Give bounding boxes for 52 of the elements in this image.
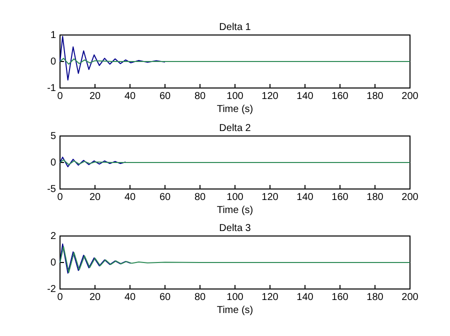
x-tick-label: 160: [332, 192, 349, 204]
x-tick-label: 40: [124, 192, 136, 204]
chart-title: Delta 2: [219, 123, 252, 134]
y-tick-label: 0: [50, 158, 56, 169]
x-axis-title: Time (s): [216, 205, 254, 216]
x-tick-label: 60: [159, 292, 171, 304]
x-tick-label: 0: [57, 192, 64, 204]
x-tick-label: 180: [366, 192, 384, 204]
x-tick-label: 140: [296, 292, 314, 304]
x-tick-label: 140: [296, 192, 314, 204]
x-axis-title: Time (s): [216, 305, 254, 316]
x-tick-label: 20: [89, 292, 101, 304]
chart-title: Delta 3: [219, 223, 252, 234]
y-tick-label: 2: [50, 231, 56, 242]
line-series: [60, 246, 410, 273]
x-tick-label: 0: [57, 91, 64, 102]
x-tick-label: 80: [194, 91, 206, 102]
x-tick-label: 200: [402, 91, 419, 102]
x-tick-label: 40: [124, 292, 136, 304]
x-tick-label: 120: [262, 91, 279, 102]
x-tick-label: 180: [366, 292, 384, 304]
y-tick-label: -2: [47, 284, 56, 296]
x-tick-label: 200: [402, 292, 419, 304]
line-series: [60, 156, 126, 168]
x-tick-label: 100: [226, 192, 244, 204]
y-tick-label: -1: [47, 83, 56, 94]
line-series: [60, 243, 132, 274]
x-tick-label: 40: [124, 91, 136, 102]
y-tick-label: -5: [47, 184, 56, 196]
chart-title: Delta 1: [219, 22, 252, 33]
y-tick-label: 0: [50, 56, 56, 68]
y-tick-label: 5: [50, 131, 56, 142]
y-tick-label: 1: [50, 30, 56, 42]
x-tick-label: 200: [402, 192, 419, 204]
x-tick-label: 140: [296, 91, 314, 102]
y-tick-label: 0: [50, 258, 56, 269]
x-tick-label: 120: [262, 292, 279, 304]
x-tick-label: 100: [226, 292, 244, 304]
x-tick-label: 160: [332, 292, 349, 304]
x-tick-label: 80: [194, 192, 206, 204]
x-tick-label: 180: [366, 91, 384, 102]
x-tick-label: 60: [159, 192, 171, 204]
line-series: [60, 36, 166, 81]
x-tick-label: 20: [89, 192, 101, 204]
x-tick-label: 60: [159, 91, 171, 102]
x-tick-label: 160: [332, 91, 349, 102]
x-tick-label: 20: [89, 91, 101, 102]
x-tick-label: 120: [262, 192, 279, 204]
x-tick-label: 0: [57, 292, 64, 304]
x-axis-title: Time (s): [216, 104, 254, 115]
x-tick-label: 80: [194, 292, 206, 304]
x-tick-label: 100: [226, 91, 244, 102]
